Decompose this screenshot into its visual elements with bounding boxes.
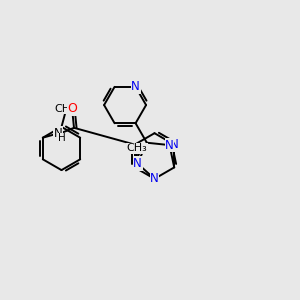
Text: N: N bbox=[133, 157, 142, 170]
Text: N: N bbox=[165, 139, 174, 152]
Text: H: H bbox=[58, 133, 66, 143]
Text: N: N bbox=[150, 172, 159, 185]
Text: N: N bbox=[54, 127, 63, 140]
Text: O: O bbox=[68, 102, 77, 116]
Text: CH₃: CH₃ bbox=[55, 104, 76, 114]
Text: N: N bbox=[170, 138, 178, 151]
Text: N: N bbox=[131, 80, 140, 93]
Text: CH₃: CH₃ bbox=[127, 143, 148, 153]
